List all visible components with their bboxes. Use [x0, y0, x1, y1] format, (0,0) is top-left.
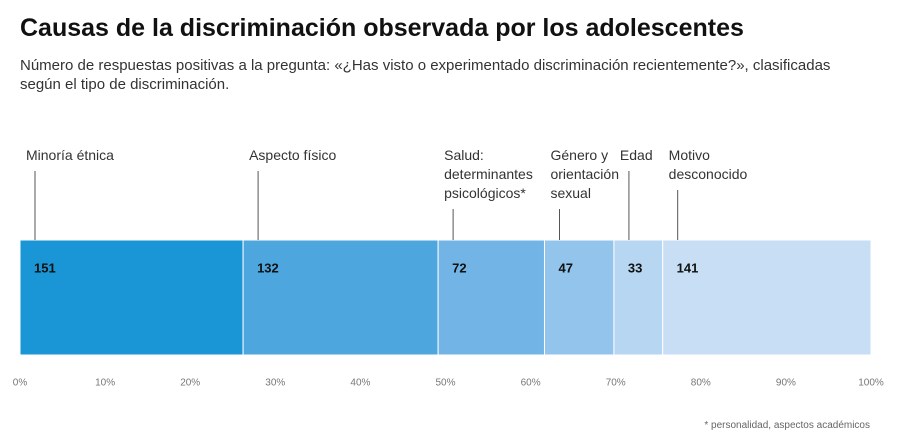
value-label: 132: [257, 260, 279, 275]
bar-segment: [613, 239, 664, 356]
x-tick-label: 30%: [265, 378, 285, 389]
x-tick-label: 80%: [691, 378, 711, 389]
x-tick-label: 40%: [350, 378, 370, 389]
x-tick-label: 90%: [776, 378, 796, 389]
value-label: 141: [677, 260, 699, 275]
category-label: Minoría étnica: [26, 147, 114, 163]
x-tick-label: 20%: [180, 378, 200, 389]
bar-segment: [437, 239, 545, 356]
x-tick-label: 60%: [521, 378, 541, 389]
subtitle: Número de respuestas positivas a la preg…: [20, 57, 831, 93]
category-label: Motivo desconocido: [668, 147, 748, 182]
category-label: Salud: determinantes psicológicos*: [444, 147, 533, 201]
bar-segment: [19, 239, 244, 356]
footnote: * personalidad, aspectos académicos: [704, 420, 870, 431]
bar-segment: [543, 239, 615, 356]
value-label: 151: [34, 260, 56, 275]
value-label: 47: [558, 260, 572, 275]
x-tick-label: 100%: [858, 378, 884, 389]
title: Causas de la discriminación observada po…: [20, 14, 744, 42]
x-tick-label: 0%: [13, 378, 28, 389]
x-tick-label: 50%: [435, 378, 455, 389]
value-label: 72: [452, 260, 466, 275]
x-tick-label: 70%: [606, 378, 626, 389]
category-label: Género y orientación sexual: [550, 147, 619, 201]
value-label: 33: [628, 260, 642, 275]
x-tick-label: 10%: [95, 378, 115, 389]
category-label: Edad: [619, 147, 653, 163]
bar-segment: [242, 239, 439, 356]
bar-segment: [662, 239, 872, 356]
category-label: Aspecto físico: [249, 147, 337, 163]
